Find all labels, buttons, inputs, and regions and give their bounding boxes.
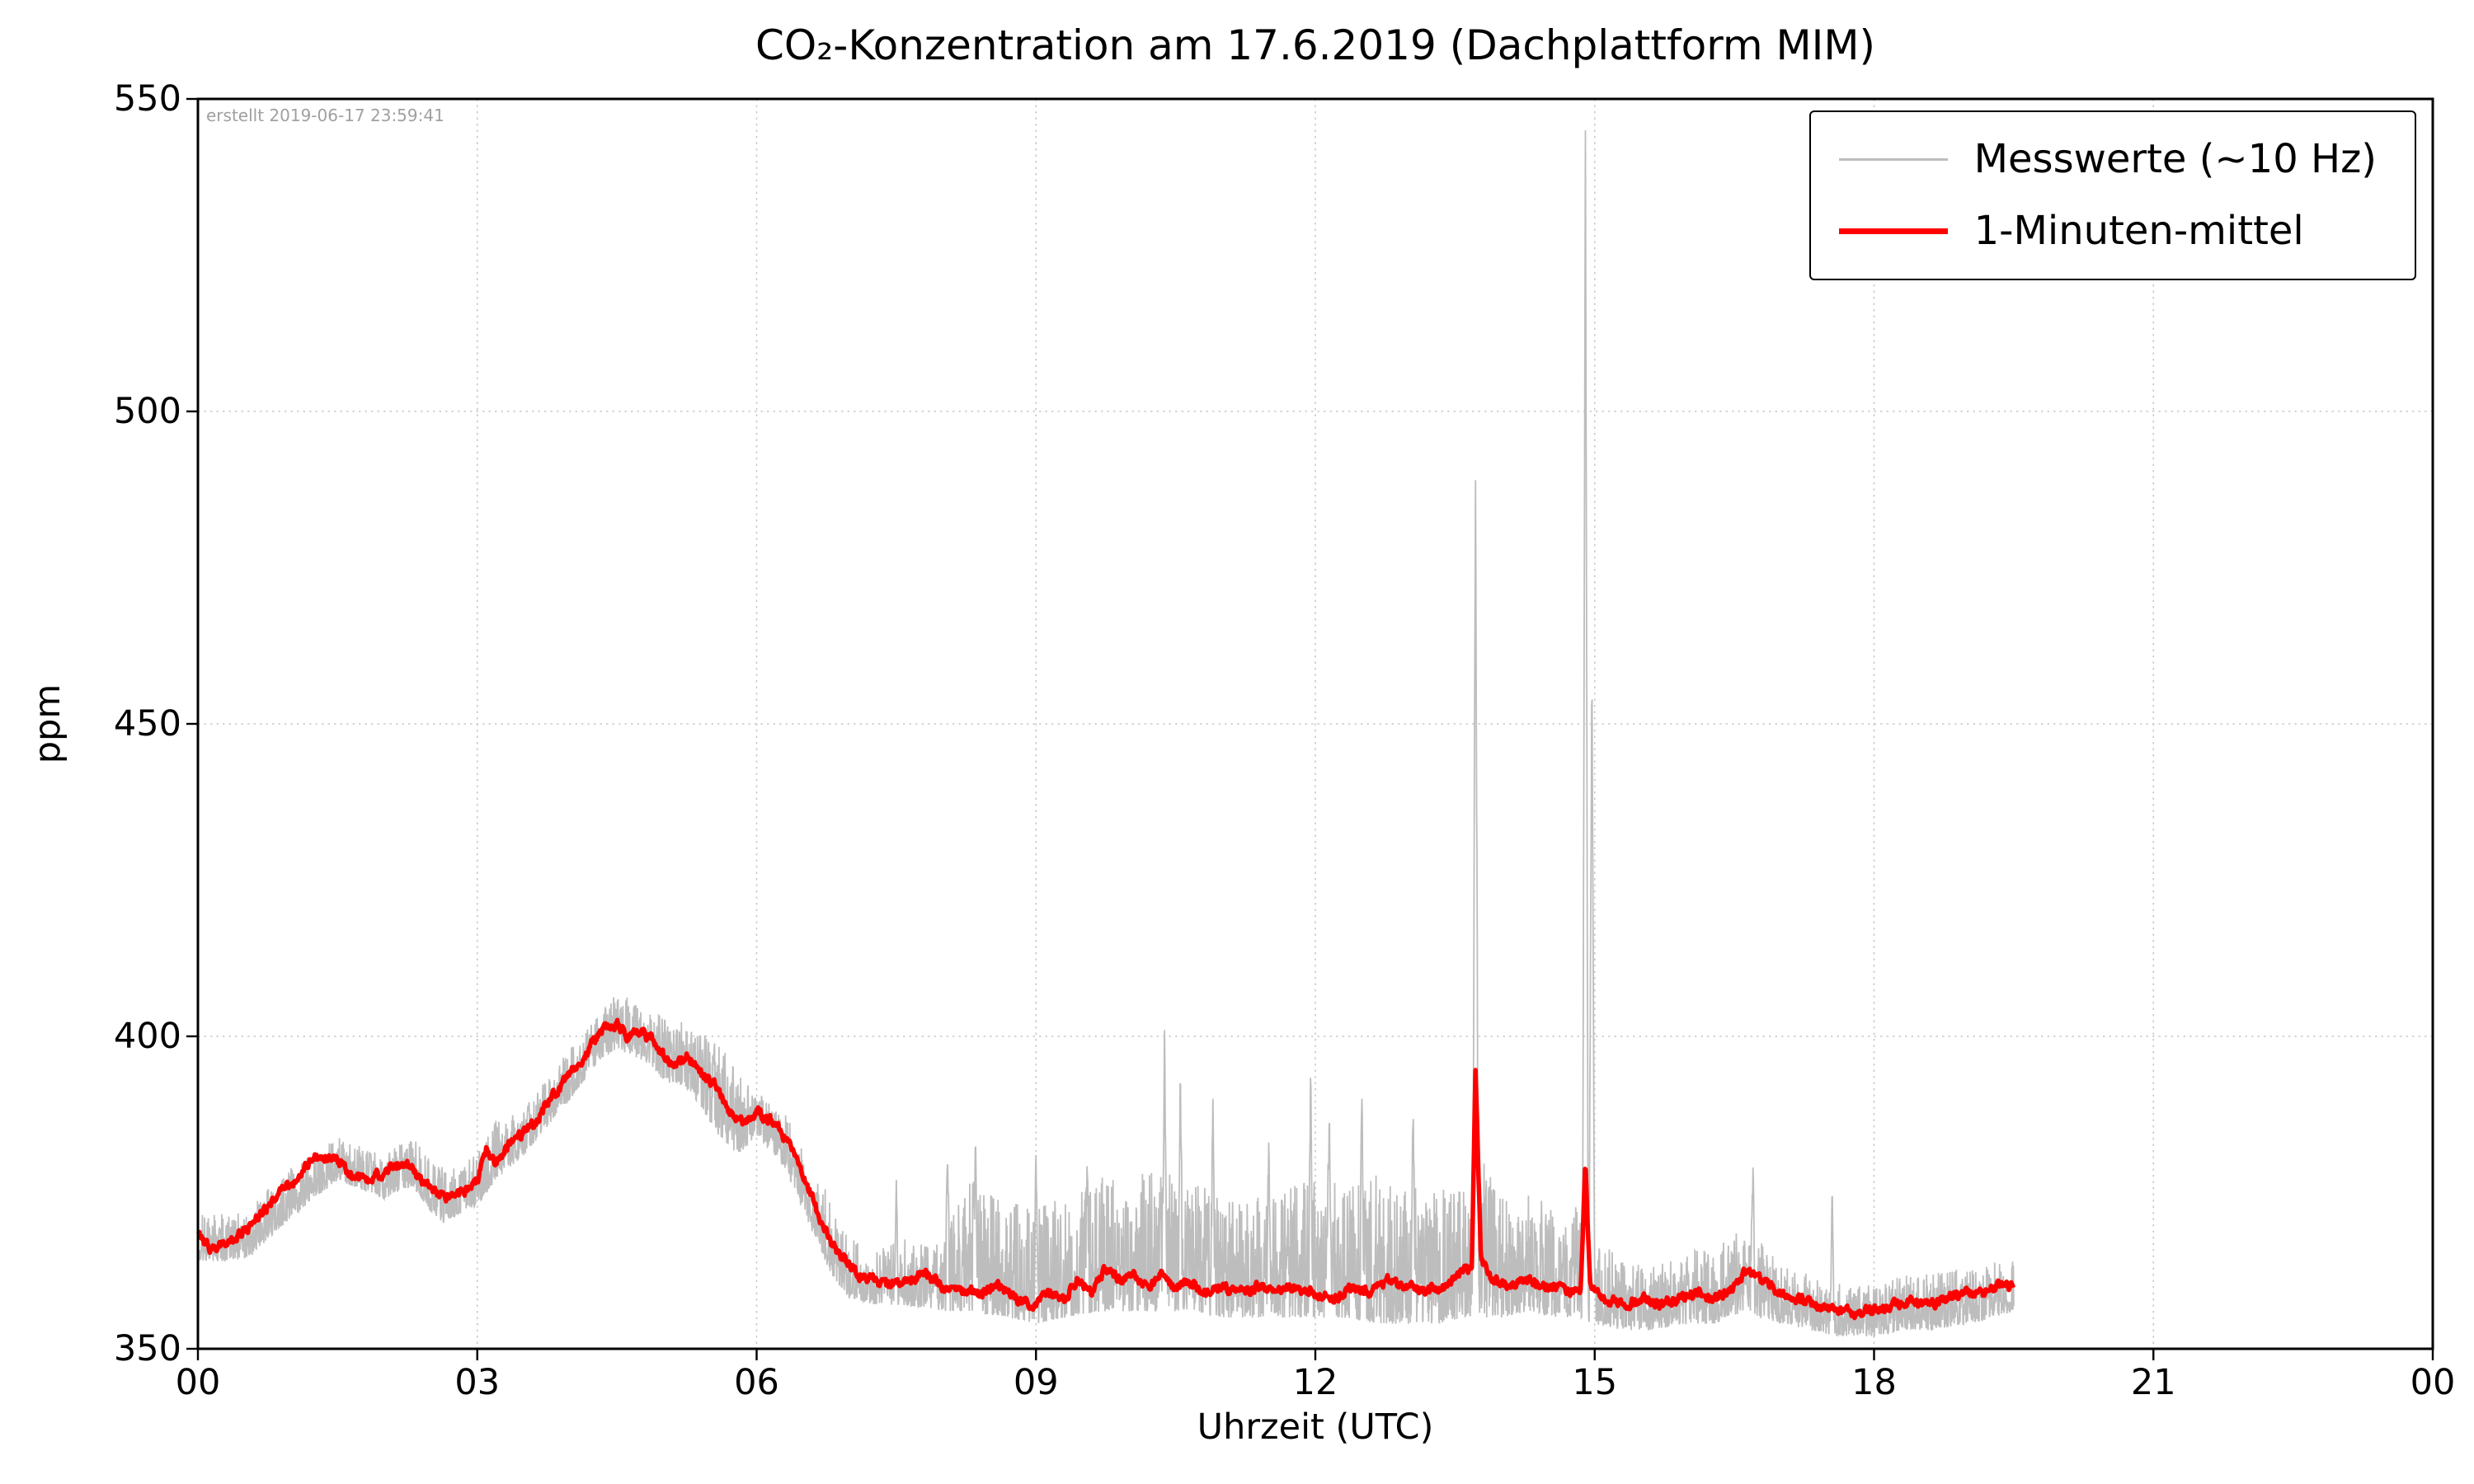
x-tick-label: 15 bbox=[1572, 1362, 1618, 1403]
legend-item-messwerte: Messwerte (~10 Hz) bbox=[1838, 136, 2377, 182]
legend: Messwerte (~10 Hz) 1-Minuten-mittel bbox=[1808, 110, 2416, 281]
minuten-mittel-series-line bbox=[195, 1017, 2016, 1321]
x-tick-label: 12 bbox=[1292, 1362, 1338, 1403]
legend-label-minuten-mittel: 1-Minuten-mittel bbox=[1973, 208, 2304, 255]
x-tick-label: 18 bbox=[1851, 1362, 1897, 1403]
y-tick-label: 400 bbox=[113, 1016, 181, 1057]
legend-item-minuten-mittel: 1-Minuten-mittel bbox=[1838, 208, 2377, 255]
messwerte-series-line bbox=[197, 129, 2015, 1339]
y-tick-label: 350 bbox=[113, 1328, 181, 1369]
messwerte-line-swatch bbox=[1838, 158, 1948, 162]
legend-label-messwerte: Messwerte (~10 Hz) bbox=[1973, 136, 2377, 182]
minuten-mittel-line-swatch bbox=[1838, 228, 1948, 235]
x-tick-label: 21 bbox=[2130, 1362, 2176, 1403]
x-tick-label: 09 bbox=[1013, 1362, 1059, 1403]
y-tick-label: 500 bbox=[113, 391, 181, 432]
x-tick-label: 00 bbox=[2410, 1362, 2456, 1403]
x-tick-label: 06 bbox=[734, 1362, 779, 1403]
x-tick-label: 03 bbox=[454, 1362, 501, 1403]
created-timestamp: erstellt 2019-06-17 23:59:41 bbox=[206, 106, 444, 125]
y-tick-label: 550 bbox=[113, 78, 181, 120]
y-tick-label: 450 bbox=[113, 703, 181, 744]
x-tick-label: 00 bbox=[175, 1362, 221, 1403]
x-axis-label: Uhrzeit (UTC) bbox=[1197, 1407, 1434, 1448]
chart-title: CO₂-Konzentration am 17.6.2019 (Dachplat… bbox=[755, 21, 1876, 69]
